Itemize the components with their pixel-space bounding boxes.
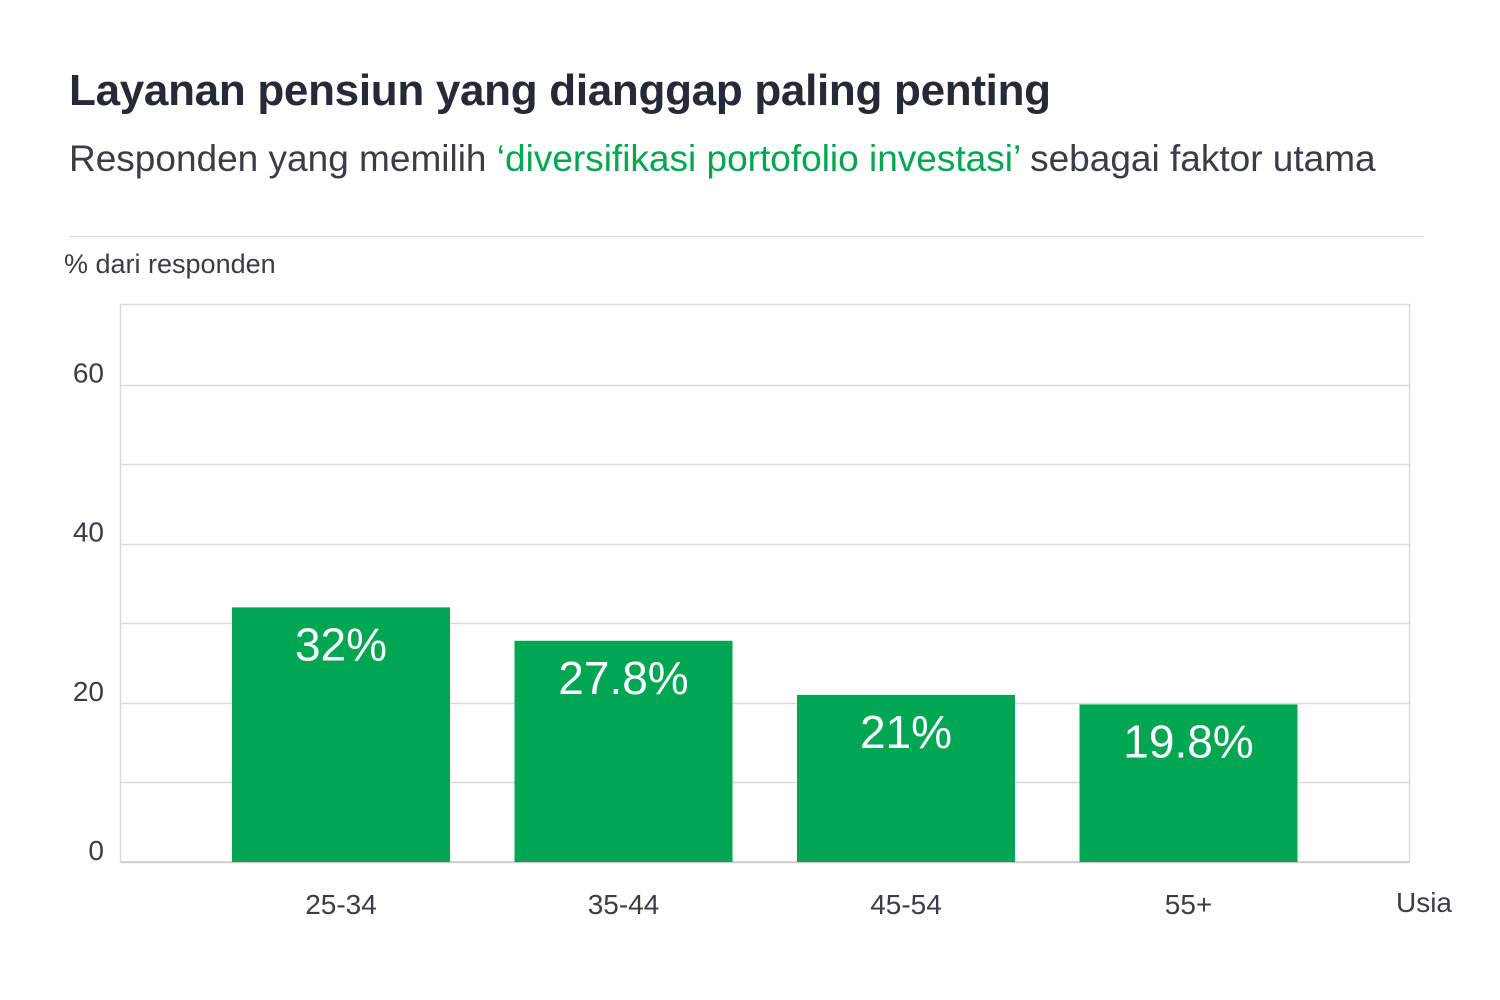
y-axis-ticks: 0 20 40 60: [73, 358, 104, 866]
data-labels: 32% 27.8% 21% 19.8%: [295, 618, 1254, 767]
y-tick-label-0: 0: [88, 835, 104, 866]
data-label-25-34: 32%: [295, 618, 387, 670]
bar-55+: [1079, 704, 1298, 862]
x-tick-label-55+: 55+: [1165, 889, 1213, 920]
chart-title: Layanan pensiun yang dianggap paling pen…: [69, 66, 1051, 115]
bars: [232, 607, 1298, 862]
x-axis-ticks: 25-34 35-44 45-54 55+: [305, 889, 1212, 920]
y-tick-label-40: 40: [73, 517, 104, 548]
data-label-55+: 19.8%: [1123, 715, 1253, 767]
subtitle-text-before: Responden yang memilih: [69, 138, 497, 179]
y-tick-label-60: 60: [73, 358, 104, 389]
y-axis-unit-label: % dari responden: [64, 249, 276, 279]
bar-25-34: [232, 607, 450, 862]
x-tick-label-35-44: 35-44: [588, 889, 660, 920]
bar-35-44: [514, 640, 733, 862]
data-label-45-54: 21%: [860, 706, 952, 758]
header-divider: [69, 236, 1424, 237]
x-tick-label-25-34: 25-34: [305, 889, 377, 920]
bar-45-54: [797, 694, 1015, 862]
chart-subtitle: Responden yang memilih ‘diversifikasi po…: [69, 136, 1409, 181]
data-label-35-44: 27.8%: [558, 652, 688, 704]
y-tick-label-20: 20: [73, 676, 104, 707]
x-axis-title: Usia: [1396, 887, 1452, 918]
x-tick-label-45-54: 45-54: [870, 889, 942, 920]
subtitle-highlight: ‘diversifikasi portofolio investasi’: [496, 138, 1020, 179]
subtitle-text-after: sebagai faktor utama: [1019, 138, 1376, 179]
